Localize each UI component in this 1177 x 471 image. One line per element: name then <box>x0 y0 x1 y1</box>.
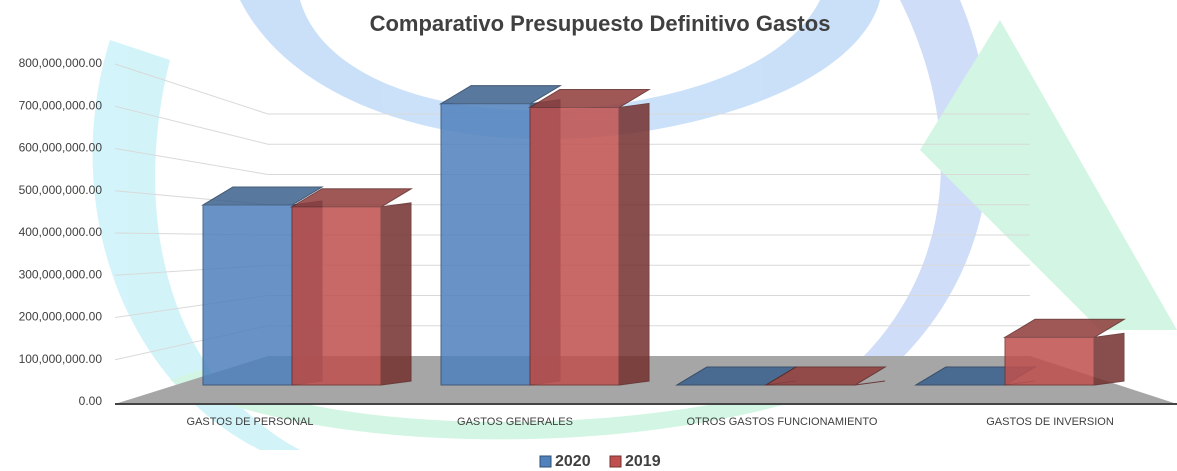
y-tick-label: 200,000,000.00 <box>19 310 103 324</box>
grid-line <box>114 105 1030 145</box>
y-tick-label: 100,000,000.00 <box>19 352 103 366</box>
bar-top-face <box>764 366 887 386</box>
grid-line <box>114 148 1030 175</box>
y-tick-label: 700,000,000.00 <box>19 98 103 112</box>
y-tick-label: 500,000,000.00 <box>19 183 103 197</box>
chart-title: Comparativo Presupuesto Definitivo Gasto… <box>370 11 831 36</box>
legend-label: 2019 <box>625 453 661 470</box>
bar-side <box>854 380 886 386</box>
bar <box>290 188 413 386</box>
bar-side <box>618 102 650 386</box>
x-tick-label: GASTOS DE PERSONAL <box>187 416 314 428</box>
plot-area <box>114 63 1177 405</box>
x-tick-label: GASTOS DE INVERSION <box>986 416 1114 428</box>
bar <box>764 366 887 386</box>
bar-front <box>202 204 293 386</box>
legend-swatch <box>609 455 622 468</box>
legend-label: 2020 <box>555 453 591 470</box>
bar <box>528 89 651 386</box>
bar <box>675 366 798 386</box>
y-tick-label: 800,000,000.00 <box>19 56 103 70</box>
y-tick-label: 0.00 <box>79 394 103 408</box>
legend-swatch <box>539 455 552 468</box>
bar-top-face <box>1003 318 1126 338</box>
bar-front <box>291 206 382 386</box>
y-tick-label: 300,000,000.00 <box>19 267 103 281</box>
grid-line <box>114 63 1030 115</box>
bar-side <box>1093 332 1125 386</box>
y-tick-label: 600,000,000.00 <box>19 141 103 155</box>
background-decoration <box>92 0 1177 450</box>
y-tick-label: 400,000,000.00 <box>19 225 103 239</box>
bar-side <box>380 202 412 386</box>
x-tick-label: OTROS GASTOS FUNCIONAMIENTO <box>687 416 878 428</box>
bar-front <box>1004 336 1095 386</box>
bar-front <box>529 107 620 386</box>
bar-front <box>440 103 531 386</box>
bar <box>1003 318 1126 386</box>
x-tick-label: GASTOS GENERALES <box>457 416 573 428</box>
